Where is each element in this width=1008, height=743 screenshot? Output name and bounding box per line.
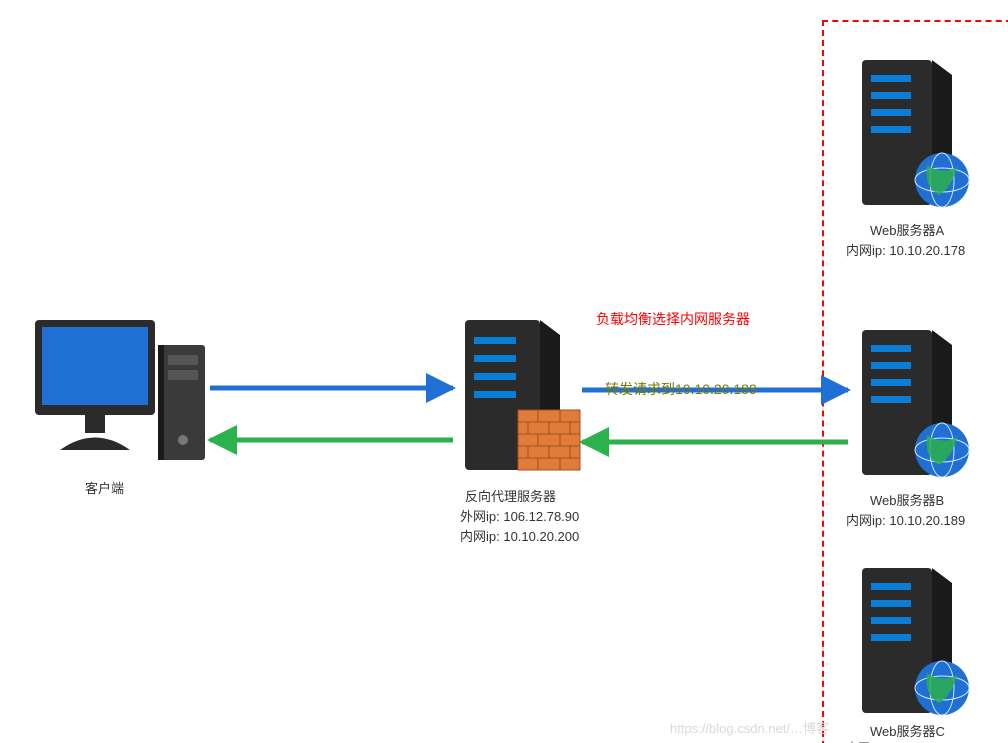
client-label: 客户端 [85, 480, 124, 498]
client-icon [30, 310, 210, 480]
proxy-icon [460, 315, 590, 485]
fwd-note: 转发请求到10.10.20.189 [605, 380, 757, 400]
lb-note: 负载均衡选择内网服务器 [596, 310, 750, 330]
watermark: https://blog.csdn.net/…博客 [670, 718, 829, 737]
proxy-title: 反向代理服务器 [465, 488, 556, 506]
webserver-a-icon [857, 55, 977, 215]
webserver-a-title: Web服务器A [870, 222, 944, 240]
webserver-b-ip: 内网ip: 10.10.20.189 [846, 512, 965, 530]
webserver-b-title: Web服务器B [870, 492, 944, 510]
webserver-c-title: Web服务器C [870, 723, 945, 741]
webserver-a-ip: 内网ip: 10.10.20.178 [846, 242, 965, 260]
proxy-int-ip: 内网ip: 10.10.20.200 [460, 528, 579, 546]
diagram-canvas: 客户端 反向代理服务器 外网ip: [0, 0, 1008, 743]
webserver-c-icon [857, 563, 977, 723]
proxy-ext-ip: 外网ip: 106.12.78.90 [460, 508, 579, 526]
webserver-b-icon [857, 325, 977, 485]
